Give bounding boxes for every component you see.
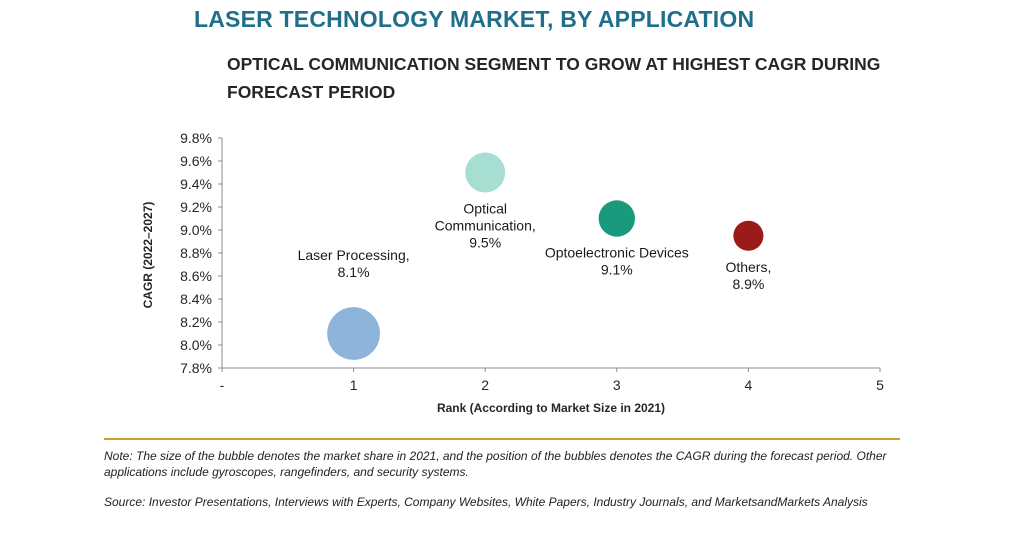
bubble-label: 8.9% (732, 276, 764, 292)
bubble-label: 9.1% (601, 262, 633, 278)
chart-note: Note: The size of the bubble denotes the… (104, 449, 887, 479)
x-tick-label: 3 (613, 377, 621, 393)
y-tick-label: 9.2% (180, 199, 212, 215)
y-tick-label: 8.6% (180, 268, 212, 284)
bubble (598, 200, 635, 237)
bubble (733, 220, 764, 251)
bubble-label: Others, (725, 259, 771, 275)
x-tick-label: - (220, 377, 225, 393)
page-title: LASER TECHNOLOGY MARKET, BY APPLICATION (194, 6, 755, 32)
x-tick-label: 5 (876, 377, 884, 393)
y-tick-label: 8.8% (180, 245, 212, 261)
y-tick-label: 9.6% (180, 153, 212, 169)
x-tick-label: 4 (745, 377, 753, 393)
y-tick-label: 9.8% (180, 130, 212, 146)
x-axis-title: Rank (According to Market Size in 2021) (437, 401, 665, 415)
bubble-label: Optoelectronic Devices (545, 245, 689, 261)
bubble-label: Communication, (435, 218, 536, 234)
bubble (465, 152, 506, 193)
y-tick-label: 9.0% (180, 222, 212, 238)
bubble-label: 8.1% (338, 264, 370, 280)
page-subtitle: OPTICAL COMMUNICATION SEGMENT TO GROW AT… (227, 54, 881, 102)
y-tick-label: 9.4% (180, 176, 212, 192)
chart-source: Source: Investor Presentations, Intervie… (104, 495, 868, 509)
bubble-label: 9.5% (469, 235, 501, 251)
footer-divider (104, 438, 900, 440)
bubble-label: Optical (463, 201, 507, 217)
y-axis-title: CAGR (2022–2027) (141, 202, 155, 309)
x-tick-label: 1 (350, 377, 358, 393)
bubble (327, 307, 380, 360)
y-tick-label: 8.2% (180, 314, 212, 330)
y-tick-label: 8.4% (180, 291, 212, 307)
y-tick-label: 7.8% (180, 360, 212, 376)
y-tick-label: 8.0% (180, 337, 212, 353)
x-tick-label: 2 (481, 377, 489, 393)
bubble-label: Laser Processing, (298, 247, 410, 263)
